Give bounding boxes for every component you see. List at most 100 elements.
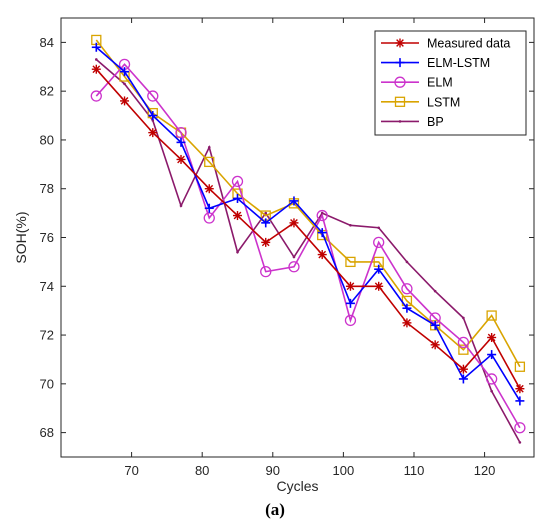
series-line (95, 46, 521, 402)
series-elm (90, 58, 526, 434)
series-line (95, 63, 521, 429)
data-point (289, 196, 299, 206)
data-point (514, 361, 526, 372)
data-point (349, 224, 352, 227)
data-point (462, 316, 465, 320)
data-point (203, 212, 215, 224)
data-point (401, 283, 413, 295)
data-point (204, 184, 214, 194)
data-point (458, 344, 469, 355)
series-measured-data (91, 64, 525, 394)
y-tick-label: 82 (40, 84, 54, 99)
data-point (120, 96, 130, 106)
x-tick-label: 80 (195, 463, 209, 478)
data-point (373, 236, 385, 249)
data-point (94, 58, 98, 61)
data-point (514, 422, 526, 434)
line-chart: 70 80 90 100 110 120 68 70 72 74 76 78 80 82 84 Cycles… (13, 17, 535, 494)
legend-label: BP (427, 115, 444, 129)
series-line (95, 68, 521, 390)
data-point (260, 265, 272, 278)
data-point (288, 261, 300, 273)
legend-marker (398, 120, 402, 123)
legend: Measured data ELM-LSTM ELM LSTM BP (374, 30, 527, 136)
data-point (486, 310, 497, 321)
series-layer (90, 34, 526, 444)
data-point (261, 237, 271, 247)
legend-marker (394, 76, 406, 88)
data-point (345, 298, 355, 308)
y-tick-label: 78 (40, 181, 54, 196)
data-point (402, 318, 412, 328)
series-bp (94, 58, 522, 444)
series-line (95, 58, 521, 443)
data-point (120, 67, 130, 77)
legend-entry: Measured data (381, 37, 510, 51)
y-tick-label: 80 (40, 132, 54, 147)
series-line (95, 39, 521, 368)
legend-marker (394, 96, 406, 107)
data-point (317, 250, 327, 260)
data-point (316, 209, 328, 222)
data-point (148, 128, 158, 138)
legend-label: LSTM (427, 95, 460, 109)
legend-marker (395, 38, 405, 48)
data-point (179, 204, 183, 208)
data-point (405, 260, 409, 264)
data-point (458, 374, 468, 384)
legend-marker (395, 58, 405, 68)
data-point (232, 193, 242, 203)
data-point (485, 373, 498, 385)
y-tick-label: 84 (40, 35, 54, 50)
data-point (458, 364, 468, 374)
x-tick-label: 90 (266, 463, 280, 478)
legend-label: ELM (427, 76, 453, 90)
x-tick-label: 100 (333, 463, 355, 478)
data-point (91, 42, 101, 52)
data-point (430, 340, 440, 350)
data-point (261, 218, 271, 228)
x-tick-label: 110 (404, 463, 425, 478)
x-axis-title: Cycles (276, 478, 318, 494)
data-point (457, 336, 470, 349)
data-point (204, 203, 214, 213)
data-point (487, 332, 497, 342)
data-point (317, 228, 327, 238)
legend-label: Measured data (427, 37, 510, 51)
data-point (91, 64, 101, 74)
data-point (515, 396, 525, 406)
figure-caption: (a) (265, 500, 285, 519)
data-point (490, 389, 493, 393)
legend-entry: BP (381, 115, 444, 129)
data-point (236, 250, 239, 254)
y-tick-label: 72 (40, 328, 54, 343)
x-tick-label: 120 (474, 463, 496, 478)
data-point (204, 156, 215, 168)
y-axis-title: SOH(%) (13, 211, 29, 263)
legend-entry: ELM-LSTM (381, 56, 490, 70)
data-point (430, 320, 440, 330)
data-point (345, 281, 355, 291)
data-point (147, 90, 159, 102)
data-point (377, 226, 380, 230)
data-point (292, 255, 296, 259)
series-elm-lstm (91, 42, 525, 406)
data-point (90, 90, 102, 102)
data-point (402, 303, 412, 313)
data-point (123, 82, 126, 86)
data-point (148, 111, 158, 121)
data-point (345, 256, 356, 268)
y-tick-label: 76 (40, 230, 54, 245)
data-point (289, 218, 299, 228)
data-point (175, 126, 187, 139)
axis-ticks: 70 80 90 100 110 120 68 70 72 74 76 78 80 82 84 (40, 18, 534, 478)
y-tick-label: 70 (40, 376, 54, 391)
legend-label: ELM-LSTM (427, 56, 490, 70)
data-point (176, 154, 186, 164)
legend-entry: LSTM (381, 95, 460, 109)
y-tick-label: 74 (40, 279, 54, 294)
data-point (264, 211, 268, 215)
data-point (176, 137, 186, 147)
data-point (487, 350, 497, 360)
data-point (374, 264, 384, 274)
